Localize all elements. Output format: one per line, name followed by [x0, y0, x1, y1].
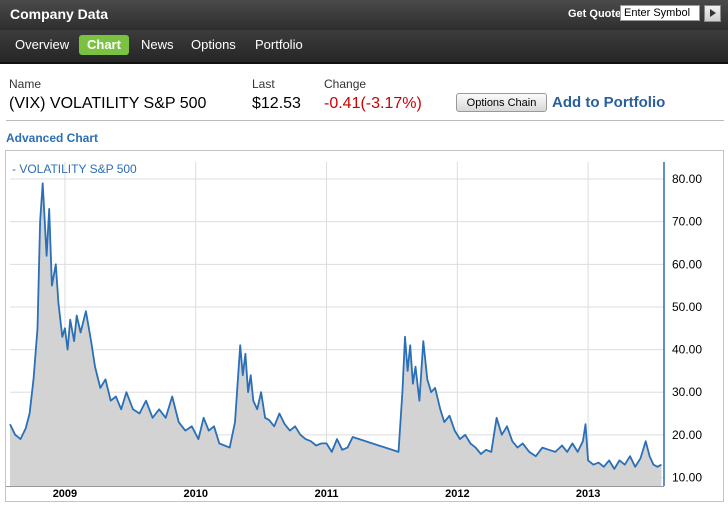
- series-line: [9, 182, 662, 470]
- x-tick-label: 2009: [53, 488, 77, 500]
- y-tick-label: 80.00: [672, 172, 702, 186]
- y-tick-label: 70.00: [672, 215, 702, 229]
- y-tick-label: 40.00: [672, 343, 702, 357]
- series-area: [10, 183, 662, 487]
- legend-entry: - VOLATILITY S&P 500: [12, 162, 137, 176]
- play-arrow-icon: [710, 9, 716, 17]
- y-tick-label: 50.00: [672, 300, 702, 314]
- y-tick-label: 20.00: [672, 428, 702, 442]
- x-tick-label: 2013: [576, 488, 600, 500]
- get-quote-label: Get Quote: [568, 8, 622, 20]
- divider: [6, 120, 724, 121]
- advanced-chart-link[interactable]: Advanced Chart: [6, 131, 99, 145]
- x-tick-label: 2011: [315, 488, 339, 500]
- x-tick-label: 2012: [445, 488, 469, 500]
- last-label: Last: [252, 77, 275, 91]
- last-value: $12.53: [252, 95, 301, 112]
- y-tick-label: 10.00: [672, 470, 702, 484]
- tab-portfolio[interactable]: Portfolio: [255, 37, 303, 52]
- x-axis-line: [6, 486, 664, 487]
- y-tick-label: 60.00: [672, 257, 702, 271]
- app-title: Company Data: [10, 6, 109, 22]
- top-bar: Company Data Get Quote Enter Symbol: [0, 0, 728, 30]
- change-label: Change: [324, 77, 367, 91]
- tab-overview[interactable]: Overview: [15, 37, 70, 52]
- name-value: (VIX) VOLATILITY S&P 500: [9, 95, 207, 112]
- y-tick-label: 30.00: [672, 385, 702, 399]
- tab-news[interactable]: News: [141, 37, 174, 52]
- chart-frame: [5, 150, 724, 502]
- x-tick-label: 2010: [183, 488, 207, 500]
- go-button[interactable]: [704, 5, 721, 22]
- tab-options[interactable]: Options: [191, 37, 236, 52]
- add-to-portfolio-link[interactable]: Add to Portfolio: [552, 94, 666, 111]
- tab-chart[interactable]: Chart: [79, 35, 129, 55]
- change-value: -0.41(-3.17%): [324, 95, 422, 112]
- symbol-input[interactable]: Enter Symbol: [620, 5, 700, 21]
- name-label: Name: [9, 77, 42, 91]
- options-chain-button[interactable]: Options Chain: [456, 93, 547, 112]
- tab-bar: Overview Chart News Options Portfolio: [0, 30, 728, 64]
